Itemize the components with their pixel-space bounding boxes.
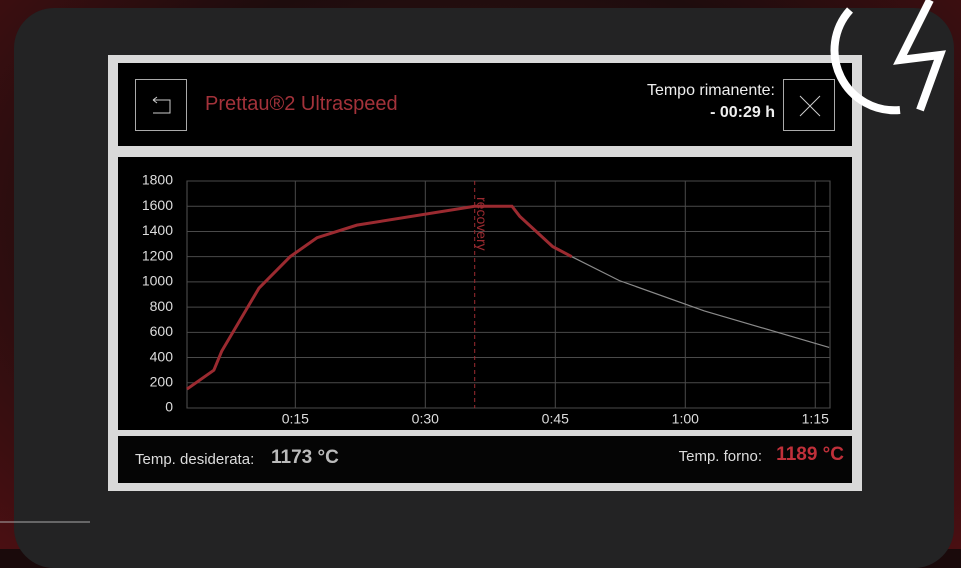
logo-icon (830, 0, 946, 115)
y-tick-label: 0 (165, 399, 173, 415)
y-tick-label: 1000 (142, 273, 173, 289)
time-label: Tempo rimanente: (646, 82, 775, 99)
x-tick-label: 1:15 (802, 411, 829, 427)
y-tick-label: 400 (150, 348, 174, 364)
oven-label: Temp. forno: (678, 448, 762, 465)
oven-value: 1189 °C (776, 444, 844, 465)
plot-area (186, 180, 831, 409)
title: Prettau®2 Ultraspeed (205, 93, 398, 115)
back-button[interactable] (135, 79, 187, 131)
target-label: Temp. desiderata: (135, 451, 255, 468)
y-tick-label: 600 (150, 323, 174, 339)
time-value: - 00:29 h (710, 104, 775, 121)
x-tick-label: 0:15 (282, 411, 309, 427)
y-tick-label: 200 (150, 373, 174, 389)
close-icon (799, 95, 821, 117)
y-tick-label: 1800 (142, 172, 173, 188)
y-tick-label: 1400 (142, 222, 173, 238)
y-tick-label: 800 (150, 298, 174, 314)
x-tick-label: 1:00 (672, 411, 699, 427)
series-line (186, 204, 573, 391)
x-tick-label: 0:45 (542, 411, 569, 427)
footer: Temp. desiderata: 1173 °C Temp. forno: 1… (118, 436, 852, 483)
close-button[interactable] (783, 79, 835, 131)
y-tick-label: 1200 (142, 247, 173, 263)
target-value: 1173 °C (271, 447, 339, 468)
annotation-label: recovery (474, 197, 490, 251)
chart: 0 200 400 600 800 1000 1200 1400 1600 1800 0:15 0:3… (0, 0, 946, 523)
x-tick-label: 0:30 (412, 411, 439, 427)
time: Tempo rimanente: - 00:29 h (647, 80, 775, 124)
y-tick-label: 1600 (142, 197, 173, 213)
back-icon (152, 96, 171, 114)
header: Prettau®2 Ultraspeed Tempo rimanente: - … (118, 63, 852, 146)
series-line (186, 205, 830, 390)
chart-panel (118, 157, 852, 430)
